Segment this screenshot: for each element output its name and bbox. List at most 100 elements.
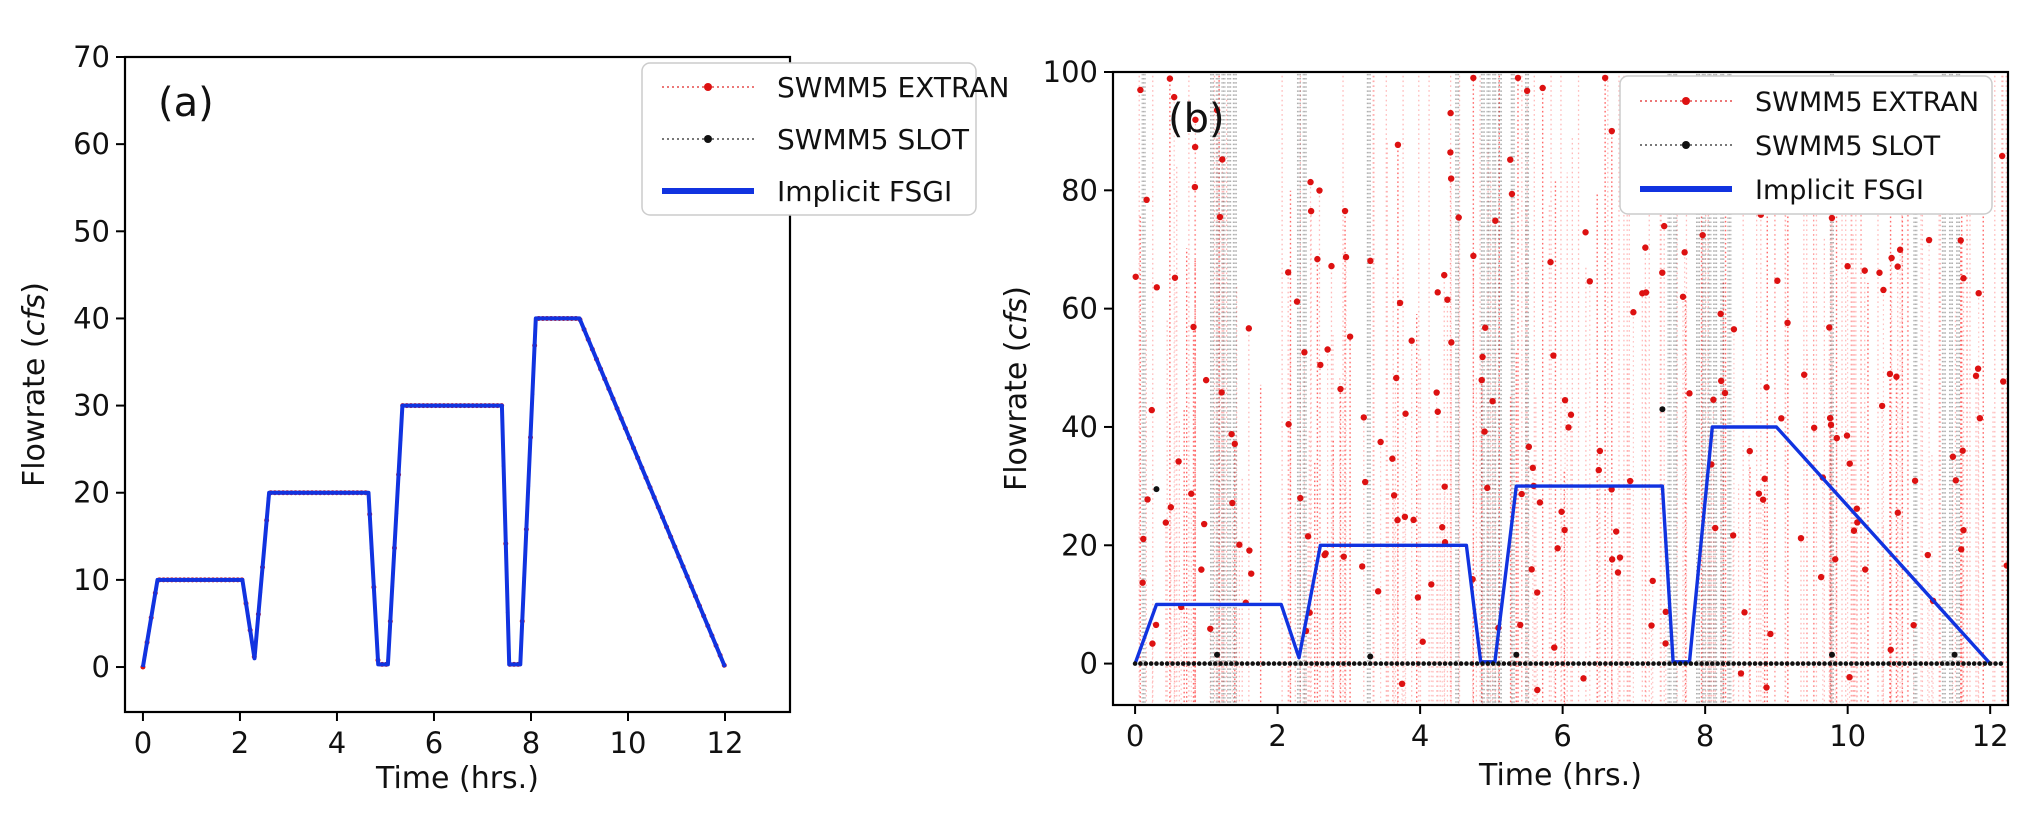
extran-marker: [1284, 269, 1292, 276]
legend-item-swmm5-extran: SWMM5 EXTRAN: [662, 71, 1009, 104]
slot-marker: [1416, 661, 1421, 666]
extran-marker: [1894, 263, 1901, 270]
slot-marker: [1367, 653, 1374, 660]
extran-marker: [1826, 414, 1834, 422]
extran-marker: [1596, 447, 1604, 455]
slot-marker: [1394, 661, 1400, 666]
extran-marker: [1974, 365, 1982, 372]
extran-marker: [1402, 410, 1409, 417]
extran-marker: [1489, 397, 1496, 405]
extran-marker: [1843, 432, 1851, 439]
extran-marker: [1886, 370, 1894, 378]
slot-marker: [1886, 661, 1891, 666]
series-extran-line: [142, 317, 726, 668]
extran-marker: [1202, 376, 1210, 384]
slot-marker: [1635, 661, 1640, 666]
slot-marker: [1576, 661, 1581, 666]
extran-marker: [1797, 534, 1805, 542]
slot-marker: [1571, 661, 1576, 666]
extran-marker: [1447, 175, 1455, 182]
legend-label: SWMM5 EXTRAN: [777, 71, 1009, 104]
y-axis-label-b: Flowrate (cfs): [999, 286, 1034, 491]
x-ticks-b: 0 2 4 6 8 10 12: [1126, 705, 2009, 753]
y-tick-label: 20: [1061, 528, 1098, 562]
slot-marker: [1351, 661, 1357, 666]
slot-marker: [1148, 661, 1154, 666]
slot-marker: [1442, 661, 1448, 666]
extran-marker: [1960, 275, 1967, 282]
extran-marker: [1285, 421, 1292, 428]
slot-marker: [1250, 661, 1255, 666]
slot-marker: [1186, 661, 1191, 666]
extran-marker: [1887, 646, 1894, 653]
extran-marker: [1434, 408, 1441, 415]
extran-marker: [1314, 255, 1321, 263]
extran-marker: [1525, 443, 1533, 451]
extran-marker: [1481, 324, 1489, 331]
extran-marker: [1894, 509, 1901, 516]
extran-marker: [1586, 278, 1593, 285]
extran-marker: [1648, 622, 1655, 629]
extran-marker: [1784, 319, 1791, 327]
slot-marker: [1565, 661, 1571, 666]
slot-marker: [1854, 661, 1859, 666]
extran-marker: [1316, 187, 1323, 194]
extran-marker: [2000, 378, 2007, 385]
extran-marker: [1660, 222, 1668, 230]
x-tick-label: 12: [1972, 719, 2009, 753]
slot-marker: [1688, 661, 1694, 666]
extran-marker: [1717, 377, 1725, 385]
panel-label-b: (b): [1168, 96, 1225, 142]
extran-marker: [1826, 324, 1833, 331]
extran-marker: [1846, 460, 1853, 467]
extran-marker: [1394, 516, 1401, 524]
extran-marker: [1228, 430, 1235, 438]
slot-marker: [1132, 661, 1138, 666]
extran-marker: [1170, 93, 1178, 101]
y-tick-label: 60: [1061, 292, 1098, 326]
slot-marker: [1897, 661, 1902, 666]
extran-marker: [1642, 289, 1650, 296]
extran-marker: [1362, 478, 1369, 486]
extran-marker: [1441, 271, 1448, 279]
slot-marker: [1410, 661, 1416, 666]
extran-marker: [1817, 573, 1825, 581]
legend-label: Implicit FSGI: [777, 175, 952, 208]
extran-marker: [1428, 581, 1435, 588]
extran-marker: [1317, 361, 1324, 369]
slot-marker: [1859, 661, 1865, 666]
extran-marker: [1153, 284, 1160, 291]
extran-marker: [1924, 551, 1931, 559]
extran-marker: [1608, 556, 1616, 563]
slot-marker: [1603, 661, 1608, 666]
extran-marker: [1398, 680, 1406, 688]
extran-marker: [1447, 109, 1454, 117]
extran-marker: [1523, 87, 1531, 95]
extran-marker: [1534, 589, 1541, 596]
extran-marker: [1479, 353, 1486, 361]
slot-marker: [1426, 661, 1432, 666]
extran-marker: [1143, 196, 1150, 204]
extran-marker: [1152, 621, 1160, 629]
y-axis-label-a: Flowrate (cfs): [17, 282, 52, 487]
y-tick-label: 0: [1080, 647, 1098, 681]
extran-marker: [1746, 447, 1753, 455]
extran-marker: [1649, 577, 1656, 585]
slot-marker: [1651, 661, 1656, 666]
slot-marker: [1929, 661, 1934, 666]
extran-marker: [1712, 524, 1719, 532]
extran-marker: [1972, 372, 1980, 380]
extran-marker: [1893, 373, 1900, 380]
slot-marker: [1469, 661, 1475, 666]
extran-marker: [1608, 127, 1616, 135]
slot-marker: [1154, 661, 1159, 666]
x-ticks-a: 0 2 4 6 8 10 12: [134, 712, 743, 760]
extran-marker: [1198, 566, 1205, 573]
slot-marker: [1736, 661, 1742, 666]
y-ticks-b: 0 20 40 60 80 100: [1043, 55, 1113, 681]
slot-marker: [1218, 661, 1223, 666]
extran-marker: [1360, 414, 1367, 421]
slot-marker: [1726, 661, 1731, 666]
slot-marker: [1790, 661, 1795, 666]
slot-marker: [1880, 661, 1886, 666]
